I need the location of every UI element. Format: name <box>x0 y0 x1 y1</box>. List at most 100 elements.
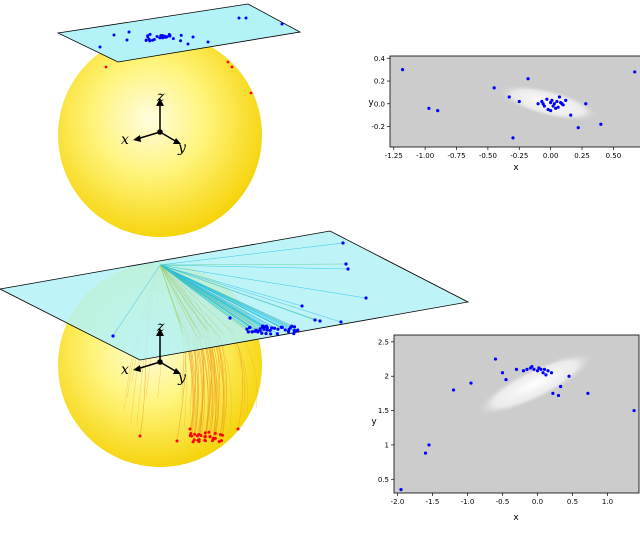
scatter-point <box>517 99 521 104</box>
sphere-point <box>230 65 234 69</box>
y-tick-label: 2 <box>385 373 389 381</box>
scatter-point <box>493 357 498 361</box>
plane-point <box>148 32 152 36</box>
plane-point <box>98 45 102 49</box>
projection-ray <box>159 242 344 266</box>
sphere-point <box>192 438 196 442</box>
projection-ray <box>159 264 233 333</box>
scatter-point <box>576 126 580 130</box>
scatter-point <box>544 373 548 377</box>
scatter-point <box>541 102 545 106</box>
projection-ray <box>159 264 181 323</box>
plane-point <box>318 319 322 323</box>
projection-ray <box>159 264 296 332</box>
bottom-scatter-xlabel: x <box>513 513 519 523</box>
plane-point <box>146 35 150 39</box>
x-tick-label: -2.0 <box>391 498 405 506</box>
scatter-point <box>511 136 515 140</box>
projection-ray <box>159 264 292 327</box>
scatter-point <box>545 97 549 101</box>
scatter-point <box>632 408 636 413</box>
plane-point <box>191 35 195 39</box>
x-tick-label: -1.25 <box>385 152 403 160</box>
sphere-point <box>218 433 222 437</box>
plane-point <box>245 327 249 331</box>
plane-point <box>165 35 169 39</box>
scatter-point <box>556 105 560 109</box>
scatter-point <box>504 378 508 382</box>
plane-point <box>179 33 183 37</box>
projection-ray <box>159 264 261 330</box>
top-scatter-xlabel: x <box>513 163 519 173</box>
sphere-point <box>196 438 200 442</box>
x-tick-label: -1.0 <box>461 498 475 506</box>
projection-ray <box>159 264 349 270</box>
sphere-point <box>203 434 207 438</box>
bottom-scatter-panel: -2.0 -1.5 -1.0 -0.5 0.0 0.5 1.0 2.521.510.5 x … <box>371 334 640 523</box>
plane-point <box>264 331 268 336</box>
bottom-plane-points <box>111 241 368 338</box>
scatter-point <box>586 391 590 395</box>
y-tick-label: 0.4 <box>374 55 386 63</box>
plane-point <box>276 327 280 331</box>
plane-point <box>313 318 317 322</box>
projection-ray <box>159 264 231 319</box>
top-scatter-panel: -1.25 -1.00 -0.75 -0.50 -0.25 0.00 0.25 0.50 0.… <box>368 55 640 173</box>
sphere-point <box>104 65 108 69</box>
scatter-point <box>423 451 428 455</box>
scatter-point <box>552 102 557 106</box>
plane-point <box>147 37 151 41</box>
plane-point <box>339 320 343 324</box>
projection-ray <box>159 264 258 332</box>
scatter-point <box>564 98 568 102</box>
scatter-point <box>507 95 511 99</box>
sphere-point <box>195 434 199 438</box>
plane-point <box>300 304 304 308</box>
x-tick-label: -0.5 <box>496 498 510 506</box>
plane-point <box>344 262 348 266</box>
top-plane-points <box>98 16 284 49</box>
sphere-point <box>138 434 142 438</box>
projection-ray <box>159 264 253 332</box>
plane-point <box>341 241 345 245</box>
scatter-point <box>555 99 559 104</box>
y-tick-label: 1 <box>385 441 389 449</box>
sphere-point <box>199 434 203 438</box>
x-tick-label: -0.25 <box>510 152 528 160</box>
plane-point <box>270 326 274 330</box>
plane-point <box>127 30 131 34</box>
sphere-point <box>204 439 208 443</box>
projection-ray <box>112 264 161 337</box>
scatter-point <box>549 109 553 113</box>
y-tick-label: -0.2 <box>371 123 385 131</box>
scatter-point <box>400 68 405 72</box>
plane-point <box>280 22 284 26</box>
top-x-axis-label: x <box>121 132 129 148</box>
bottom-scatter-x-ticks: -2.0 -1.5 -1.0 -0.5 0.0 0.5 1.0 <box>391 493 613 506</box>
scatter-point <box>514 367 519 371</box>
plane-point <box>258 329 262 333</box>
scatter-point <box>399 487 403 492</box>
plane-point <box>280 325 284 329</box>
scatter-point <box>546 107 550 112</box>
sphere-point <box>220 439 224 443</box>
plane-point <box>112 33 116 37</box>
projection-ray <box>159 264 321 322</box>
plane-point <box>250 330 254 334</box>
scatter-point <box>557 95 562 99</box>
plane-point <box>144 38 148 42</box>
top-axes-gizmo: z x y <box>121 89 187 156</box>
projection-ray <box>159 264 303 307</box>
scatter-point <box>530 365 534 369</box>
x-tick-label: 0.0 <box>532 498 543 506</box>
scatter-point <box>633 70 637 74</box>
projection-ray <box>159 264 198 339</box>
plane-point <box>256 329 260 333</box>
plane-point <box>151 38 155 42</box>
scatter-point <box>560 102 564 106</box>
sphere-point <box>208 435 212 439</box>
scatter-point <box>532 367 536 371</box>
sphere-point <box>207 430 211 434</box>
plane-point <box>290 324 294 328</box>
top-sphere-diagram: z x y <box>56 3 302 237</box>
